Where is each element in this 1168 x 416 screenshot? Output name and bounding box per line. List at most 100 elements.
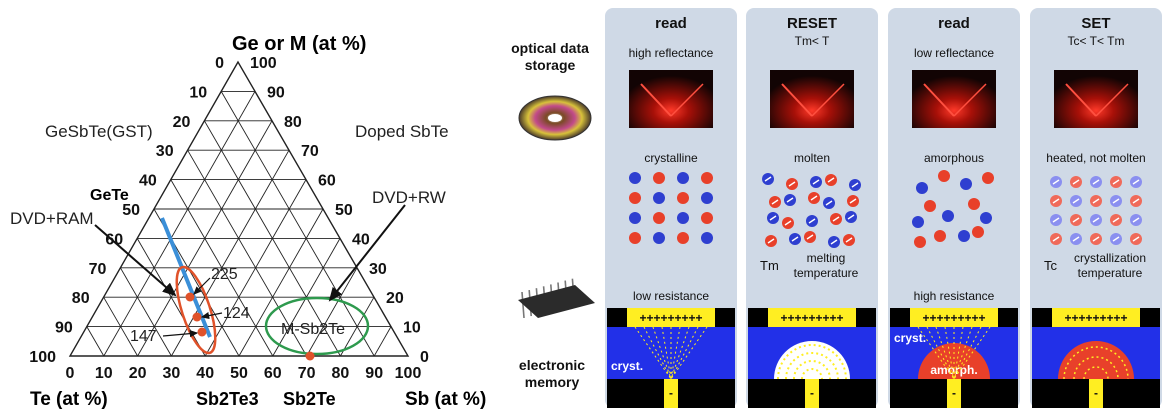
dvd-ram-label: DVD+RAM [10, 209, 94, 228]
tie-line [160, 217, 212, 338]
dvd-rw-ellipse [264, 296, 370, 356]
panel-subtitle: Tc< T< Tm [1068, 34, 1125, 48]
arrow-147 [162, 330, 199, 338]
panel-subtitle: Tm< T [795, 34, 830, 48]
electrode-charges: +++++++++ [639, 311, 702, 325]
svg-text:memory: memory [525, 374, 580, 390]
resistance-note: low resistance [633, 289, 709, 303]
right-tick-label: 10 [403, 320, 421, 337]
panel-title: SET [1081, 15, 1110, 32]
laser-image [770, 70, 854, 128]
bottom-tick-label: 20 [129, 365, 147, 382]
state-label: amorphous [924, 151, 984, 165]
bottom-tick-label: 90 [365, 365, 383, 382]
phase-change-panels: optical data storage electronic memory r… [511, 8, 1162, 408]
label-124: 124 [223, 305, 250, 322]
sb2te-label: Sb2Te [283, 389, 336, 409]
sb-axis-label: Sb (at %) [405, 389, 486, 410]
dvd-rw-label: DVD+RW [372, 188, 446, 207]
atom-arrangement [762, 173, 861, 248]
arrow-124 [200, 312, 223, 320]
top-electrode [910, 308, 998, 327]
point-sb2te [305, 351, 315, 361]
gete-label: GeTe [90, 187, 129, 204]
gst-label: GeSbTe(GST) [45, 122, 153, 141]
reflectance-note: low reflectance [914, 46, 994, 60]
right-tick-label: 60 [318, 173, 336, 190]
molten-region [774, 341, 850, 379]
bottom-tick-label: 100 [395, 365, 422, 382]
left-tick-label: 100 [29, 349, 56, 366]
right-tick-label: 20 [386, 290, 404, 307]
memory-cell: +++++++++ - [1032, 308, 1160, 408]
electrode-charges: +++++++++ [780, 311, 843, 325]
electrode-charges: +++++++++ [1064, 311, 1127, 325]
left-tick-label: 50 [122, 202, 140, 219]
bottom-tick-label: 30 [163, 365, 181, 382]
bottom-heater [947, 379, 961, 408]
point-124 [192, 312, 202, 322]
te-axis-label: Te (at %) [30, 389, 108, 410]
msbte-label: M-Sb2Te [281, 321, 345, 338]
optical-row-label: optical data storage [511, 40, 589, 73]
left-tick-label: 90 [55, 320, 73, 337]
heater-minus: - [810, 386, 814, 400]
left-tick-label: 80 [72, 290, 90, 307]
svg-text:electronic: electronic [519, 357, 585, 373]
point-147 [197, 327, 207, 337]
bottom-tick-label: 40 [196, 365, 214, 382]
svg-text:optical data: optical data [511, 40, 589, 56]
laser-image [912, 70, 996, 128]
electronic-row-label: electronic memory [519, 357, 585, 390]
temp-label: temperature [1078, 266, 1143, 280]
state-label: molten [794, 151, 830, 165]
ternary-ticks: 0102030405060708090100100908070605040302… [29, 55, 429, 382]
right-tick-label: 80 [284, 114, 302, 131]
state-label: crystalline [644, 151, 698, 165]
memory-cell: +++++++++ - cryst. [607, 308, 735, 408]
atom-arrangement [1050, 176, 1142, 245]
right-tick-label: 50 [335, 202, 353, 219]
heater-minus: - [669, 386, 673, 400]
state-label: heated, not molten [1046, 151, 1145, 165]
right-tick-label: 100 [250, 55, 277, 72]
reflectance-note: high reflectance [629, 46, 714, 60]
top-electrode [768, 308, 856, 327]
point-225 [185, 292, 195, 302]
label-225: 225 [211, 266, 238, 283]
dvd-ram-arrow [94, 224, 177, 297]
electrode-charges: +++++++++ [922, 311, 985, 325]
bottom-tick-label: 50 [230, 365, 248, 382]
doped-sbte-label: Doped SbTe [355, 122, 449, 141]
temp-symbol: Tm [760, 258, 779, 273]
dvd-rw-arrow [328, 204, 406, 302]
panel-column-1: read high reflectance crystalline low resis… [605, 8, 737, 408]
left-tick-label: 70 [89, 261, 107, 278]
arrow-225 [193, 277, 211, 295]
panel-title: RESET [787, 15, 837, 32]
dvd-ram-ellipse [175, 265, 217, 355]
crystallizing-region [1058, 341, 1134, 379]
left-tick-label: 10 [189, 84, 207, 101]
temp-symbol: Tc [1044, 258, 1058, 273]
left-tick-label: 0 [215, 55, 224, 72]
memory-chip-icon [518, 278, 595, 319]
left-tick-label: 20 [173, 114, 191, 131]
top-axis-label: Ge or M (at %) [232, 33, 366, 55]
right-tick-label: 70 [301, 143, 319, 160]
sb2te3-label: Sb2Te3 [196, 389, 259, 409]
label-147: 147 [130, 328, 157, 345]
left-tick-label: 30 [156, 143, 174, 160]
laser-image [1054, 70, 1138, 128]
bottom-heater [664, 379, 678, 408]
amorphous-region [918, 343, 990, 379]
top-electrode [1052, 308, 1140, 327]
atom-arrangement [912, 170, 994, 248]
memory-cell: +++++++++ - [748, 308, 876, 408]
heater-minus: - [952, 386, 956, 400]
laser-image [629, 70, 713, 128]
bottom-tick-label: 10 [95, 365, 113, 382]
bottom-tick-label: 0 [66, 365, 75, 382]
right-tick-label: 30 [369, 261, 387, 278]
